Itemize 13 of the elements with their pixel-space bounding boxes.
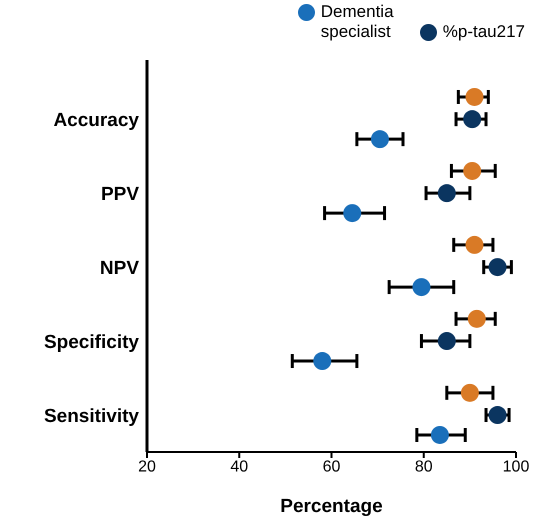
x-tick-label: 20 (138, 458, 156, 476)
x-tick-label: 40 (230, 458, 248, 476)
x-tick-label: 60 (322, 458, 340, 476)
y-tick-label: NPV (100, 258, 140, 279)
legend-label: %p-tau217 (442, 22, 525, 42)
x-tick-label: 100 (502, 458, 530, 476)
legend-label: Dementia specialist (320, 2, 395, 42)
y-tick-label: Sensitivity (44, 406, 140, 427)
x-tick-label: 80 (414, 458, 433, 476)
y-tick-label: PPV (100, 184, 140, 205)
y-tick-label: Specificity (44, 332, 140, 353)
y-tick-label: Accuracy (53, 110, 140, 131)
x-axis-title: Percentage (280, 496, 383, 517)
